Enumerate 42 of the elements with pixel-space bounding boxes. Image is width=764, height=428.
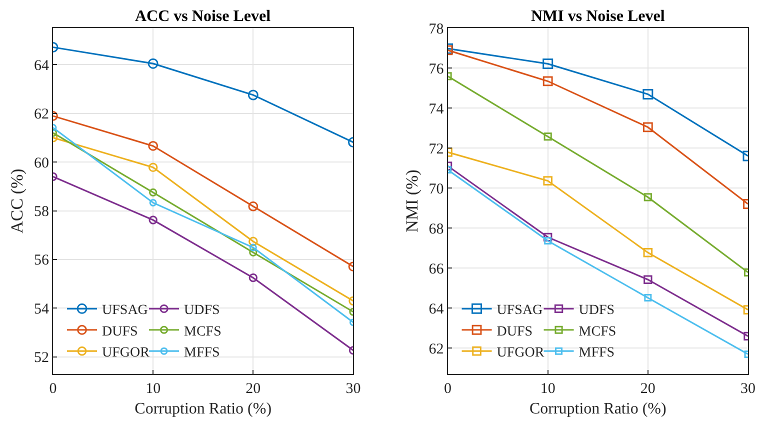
y-tick-label: 54	[34, 301, 50, 318]
y-tick-label: 74	[428, 101, 444, 118]
chart-title: ACC vs Noise Level	[135, 8, 272, 25]
legend-label: UFGOR	[102, 346, 150, 361]
y-tick-label: 56	[34, 252, 50, 269]
y-tick-label: 58	[34, 204, 49, 220]
y-tick-label: 60	[34, 155, 49, 172]
y-tick-label: 64	[34, 58, 50, 74]
legend-label: UDFS	[578, 303, 615, 318]
y-tick-label: 62	[34, 106, 49, 123]
y-tick-label: 52	[34, 350, 49, 366]
legend-label: MCFS	[578, 324, 616, 340]
x-tick-label: 10	[146, 381, 161, 397]
legend-label: UFSAG	[102, 303, 148, 318]
x-tick-label: 30	[346, 381, 361, 397]
x-tick-label: 30	[740, 381, 756, 397]
legend-label: DUFS	[496, 324, 533, 340]
chart-title: NMI vs Noise Level	[531, 8, 666, 25]
x-axis-title: Corruption Ratio (%)	[529, 400, 666, 418]
y-axis-title: ACC (%)	[8, 168, 27, 234]
x-tick-label: 0	[444, 381, 452, 397]
legend-label: MFFS	[578, 346, 615, 361]
y-tick-label: 62	[428, 341, 444, 358]
x-axis-title: Corruption Ratio (%)	[134, 400, 272, 418]
x-tick-label: 0	[49, 381, 57, 397]
y-axis-title: NMI (%)	[402, 170, 422, 232]
y-tick-label: 78	[428, 21, 444, 38]
legend-label: MFFS	[184, 346, 220, 361]
legend-label: DUFS	[102, 324, 138, 340]
x-tick-label: 20	[246, 381, 261, 397]
x-tick-label: 10	[540, 381, 556, 397]
y-tick-label: 64	[428, 301, 444, 318]
x-tick-label: 20	[640, 381, 656, 397]
y-tick-label: 66	[428, 261, 444, 278]
y-tick-label: 76	[428, 61, 444, 78]
y-tick-label: 72	[428, 141, 444, 158]
y-tick-label: 68	[428, 221, 444, 238]
legend-label: UFSAG	[496, 303, 543, 318]
legend-label: UFGOR	[496, 346, 545, 361]
y-tick-label: 70	[428, 181, 444, 198]
legend-label: MCFS	[184, 324, 222, 340]
legend-label: UDFS	[184, 303, 220, 318]
